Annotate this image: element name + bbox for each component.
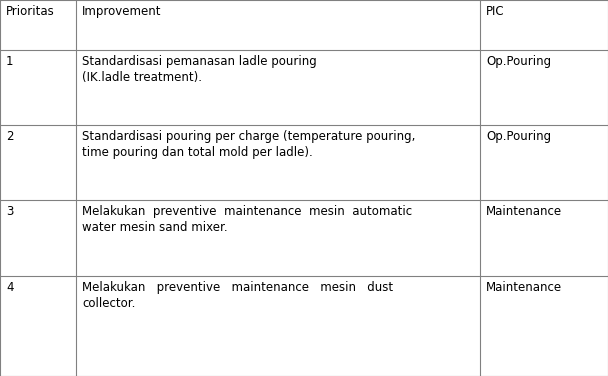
Text: Melakukan   preventive   maintenance   mesin   dust: Melakukan preventive maintenance mesin d… [82, 280, 393, 294]
Text: 3: 3 [6, 205, 13, 218]
Text: PIC: PIC [486, 5, 505, 18]
Text: Op.Pouring: Op.Pouring [486, 130, 551, 143]
Text: Melakukan  preventive  maintenance  mesin  automatic: Melakukan preventive maintenance mesin a… [82, 205, 412, 218]
Text: Op.Pouring: Op.Pouring [486, 55, 551, 68]
Text: 1: 1 [6, 55, 13, 68]
Text: Standardisasi pemanasan ladle pouring: Standardisasi pemanasan ladle pouring [82, 55, 317, 68]
Text: Maintenance: Maintenance [486, 280, 562, 294]
Text: Standardisasi pouring per charge (temperature pouring,: Standardisasi pouring per charge (temper… [82, 130, 415, 143]
Text: Prioritas: Prioritas [6, 5, 55, 18]
Text: water mesin sand mixer.: water mesin sand mixer. [82, 221, 227, 234]
Text: time pouring dan total mold per ladle).: time pouring dan total mold per ladle). [82, 146, 313, 159]
Text: (IK.ladle treatment).: (IK.ladle treatment). [82, 71, 202, 84]
Text: 2: 2 [6, 130, 13, 143]
Text: 4: 4 [6, 280, 13, 294]
Text: collector.: collector. [82, 297, 136, 309]
Text: Improvement: Improvement [82, 5, 162, 18]
Text: Maintenance: Maintenance [486, 205, 562, 218]
